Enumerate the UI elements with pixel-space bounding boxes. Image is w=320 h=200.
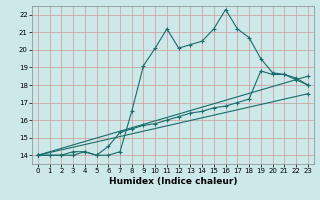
X-axis label: Humidex (Indice chaleur): Humidex (Indice chaleur): [108, 177, 237, 186]
